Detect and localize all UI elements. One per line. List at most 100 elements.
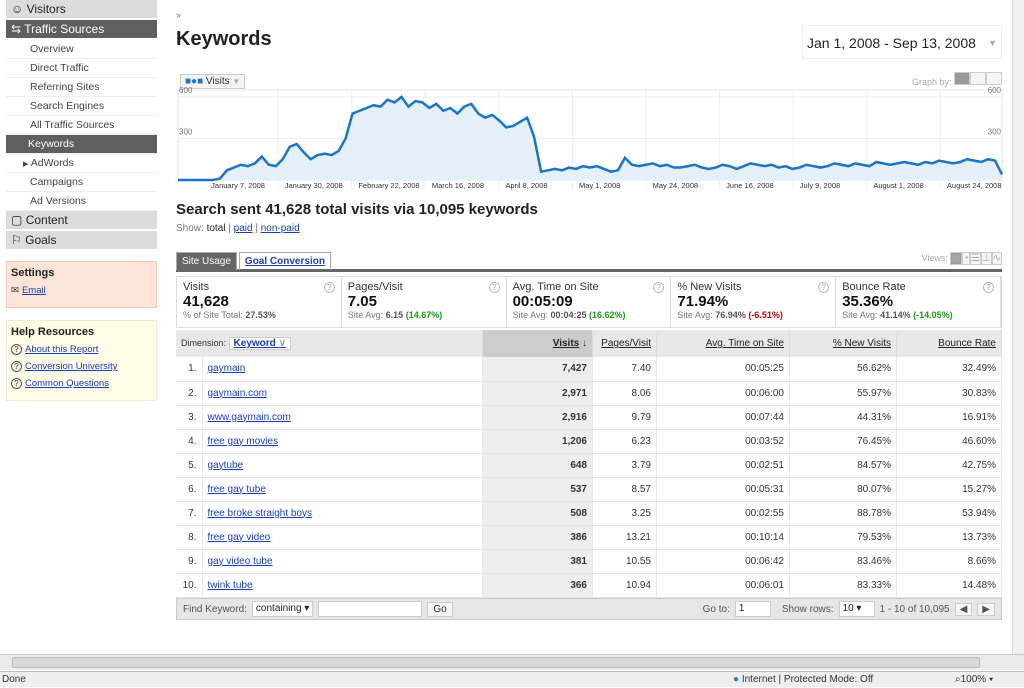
visits-chart: ■●■ Visits ▼ Graph by: 600 600 300 300 Janua… (176, 70, 1004, 195)
keyword-link[interactable]: gaytube (207, 459, 244, 471)
tab-site-usage[interactable]: Site Usage (176, 252, 237, 270)
col-visits[interactable]: Visits (552, 338, 580, 349)
nav-keywords[interactable]: Keywords (6, 135, 157, 154)
settings-title: Settings (11, 267, 55, 279)
nav-referring-sites[interactable]: Referring Sites (6, 78, 157, 97)
nav-ad-versions[interactable]: Ad Versions (6, 192, 157, 211)
common-questions-link[interactable]: Common Questions (25, 378, 109, 389)
x-tick-label: February 22, 2008 (358, 181, 419, 190)
help-icon[interactable]: ? (982, 282, 994, 293)
table-row: 9. gay video tube 381 10.55 00:06:42 83.46% 8.… (176, 549, 1002, 574)
metric-label: % New Visits (677, 281, 742, 293)
dropdown-arrow-icon: ▼ (988, 38, 997, 48)
nav-search-engines[interactable]: Search Engines (6, 97, 157, 116)
table-view-icon[interactable]: ▦ (950, 252, 962, 265)
horizontal-scrollbar[interactable] (0, 654, 1024, 670)
prev-page-button[interactable]: ◀ (954, 602, 973, 616)
compare-view-icon[interactable]: ⊥ (980, 252, 992, 265)
x-tick-label: May 24, 2008 (653, 181, 698, 190)
nav-campaigns[interactable]: Campaigns (6, 173, 157, 192)
col-new-visits[interactable]: % New Visits (832, 338, 891, 349)
report-tabs: Site Usage Goal Conversion Views: ▦ ◔ ☰ ⊥ ∿ (176, 252, 1002, 272)
next-page-button[interactable]: ▶ (977, 602, 995, 616)
date-range-picker[interactable]: Jan 1, 2008 - Sep 13, 2008 ▼ (802, 25, 1002, 59)
graph-by-month-button[interactable] (986, 72, 1002, 85)
show-paid-link[interactable]: paid (233, 223, 253, 234)
page-title: Keywords (176, 28, 272, 50)
vertical-scrollbar[interactable] (1012, 0, 1024, 654)
show-total: total (206, 223, 226, 234)
nav-visitors[interactable]: ☺ Visitors (6, 0, 157, 18)
metric-4: Bounce Rate? 35.36% Site Avg: 41.14% (-14.… (836, 277, 1001, 327)
graph-by: Graph by: (912, 72, 1002, 87)
col-bounce-rate[interactable]: Bounce Rate (938, 338, 996, 349)
security-zone: ● Internet | Protected Mode: Off (733, 674, 874, 685)
metric-label: Bounce Rate (842, 281, 906, 293)
keyword-link[interactable]: free gay tube (207, 483, 266, 495)
pivot-view-icon[interactable]: ∿ (991, 252, 1002, 265)
nav-traffic-sources[interactable]: ⇆ Traffic Sources (6, 20, 157, 38)
graph-by-week-button[interactable] (970, 72, 986, 85)
table-row: 3. www.gaymain.com 2,916 9.79 00:07:44 44.31%… (176, 405, 1002, 430)
help-icon: ? (11, 378, 22, 389)
metrics-summary: Visits? 41,628% of Site Total: 27.53% Pag… (176, 276, 1002, 328)
show-nonpaid-link[interactable]: non-paid (260, 223, 300, 234)
views-switcher: Views: ▦ ◔ ☰ ⊥ ∿ (921, 252, 1002, 265)
bar-view-icon[interactable]: ☰ (969, 252, 981, 265)
go-button[interactable]: Go (427, 601, 453, 617)
find-keyword-input[interactable] (318, 601, 423, 617)
help-title: Help Resources (11, 326, 95, 338)
help-icon[interactable]: ? (818, 282, 830, 293)
metric-selector[interactable]: ■●■ Visits ▼ (180, 74, 246, 89)
expand-arrow-icon: ▶ (23, 161, 29, 168)
metric-sub: Site Avg: 6.15 (14.67%) (347, 310, 443, 320)
status-bar: Done ● Internet | Protected Mode: Off ⌕1… (0, 671, 1024, 687)
keyword-link[interactable]: twink tube (207, 579, 253, 591)
metric-0: Visits? 41,628% of Site Total: 27.53% (177, 277, 342, 327)
series-line-visits (178, 95, 1004, 182)
keyword-link[interactable]: free broke straight boys (207, 507, 313, 519)
goto-page-input[interactable]: 1 (734, 601, 771, 617)
metric-value: 7.05 (347, 293, 377, 310)
scroll-thumb[interactable] (12, 657, 980, 668)
keyword-link[interactable]: gaymain (207, 363, 246, 375)
metric-value: 35.36% (842, 293, 894, 310)
nav-content[interactable]: ▢ Content (6, 211, 157, 229)
help-icon[interactable]: ? (653, 282, 665, 293)
collapse-icon[interactable]: » (176, 10, 182, 20)
dimension-dropdown[interactable]: Keyword ∨ (228, 337, 291, 350)
series-area (178, 96, 1002, 180)
nav-all-traffic-sources[interactable]: All Traffic Sources (6, 116, 157, 135)
nav-direct-traffic[interactable]: Direct Traffic (6, 59, 157, 78)
keyword-link[interactable]: gaymain.com (207, 387, 267, 399)
nav-goals[interactable]: ⚐ Goals (6, 231, 157, 249)
x-tick-label: January 7, 2008 (211, 181, 265, 190)
pie-view-icon[interactable]: ◔ (961, 252, 970, 265)
conversion-university-link[interactable]: Conversion University (25, 361, 118, 372)
col-avg-time[interactable]: Avg. Time on Site (705, 338, 784, 349)
table-row: 1. gaymain 7,427 7.40 00:05:25 56.62% 32.49% (176, 357, 1002, 382)
col-pages-visit[interactable]: Pages/Visit (601, 338, 651, 349)
x-tick-label: August 24, 2008 (947, 181, 1002, 190)
x-tick-label: April 8, 2008 (505, 181, 547, 190)
help-icon[interactable]: ? (488, 282, 500, 293)
keyword-link[interactable]: www.gaymain.com (207, 411, 291, 423)
tab-goal-conversion[interactable]: Goal Conversion (238, 252, 331, 270)
show-rows-select[interactable]: 10 ▾ (838, 601, 875, 617)
metric-label: Avg. Time on Site (512, 281, 599, 293)
keyword-link[interactable]: free gay movies (207, 435, 279, 447)
help-box: Help Resources ? About this Report ? Conve… (6, 320, 157, 401)
help-icon[interactable]: ? (323, 282, 335, 293)
keyword-link[interactable]: free gay video (207, 531, 271, 543)
nav-overview[interactable]: Overview (6, 40, 157, 59)
graph-by-day-button[interactable] (954, 72, 970, 85)
about-report-link[interactable]: About this Report (25, 344, 99, 355)
summary-headline: Search sent 41,628 total visits via 10,0… (176, 201, 538, 218)
match-type-select[interactable]: containing ▾ (251, 601, 314, 617)
keyword-link[interactable]: gay video tube (207, 555, 273, 567)
email-link[interactable]: Email (21, 285, 46, 296)
x-tick-label: March 16, 2008 (432, 181, 484, 190)
y-tick-label: 300 (179, 127, 193, 136)
zoom-level[interactable]: ⌕100% ▾ (955, 674, 994, 685)
nav-adwords[interactable]: ▶ AdWords (6, 154, 157, 173)
